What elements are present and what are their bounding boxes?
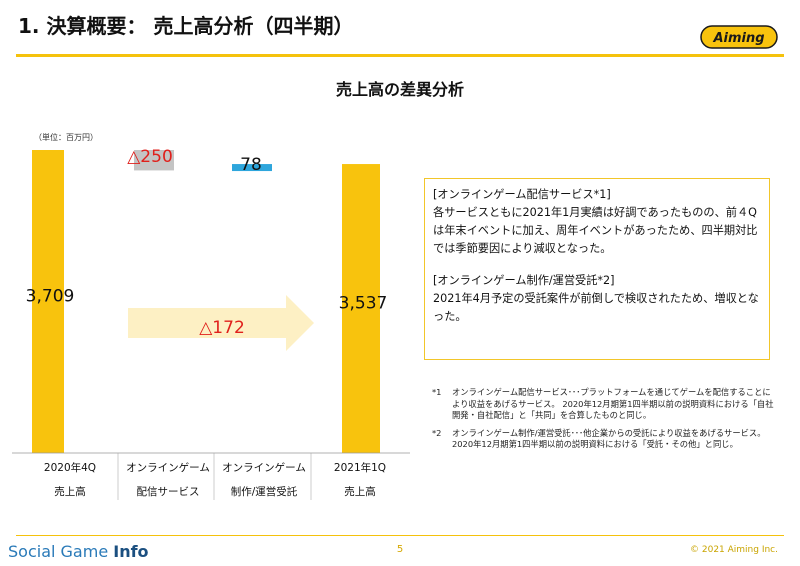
category-label-2021-1q: 2021年1Q 売上高	[333, 462, 387, 498]
chart-title: 売上高の差異分析	[335, 80, 464, 99]
value-label-contract-change: 78	[240, 155, 262, 175]
page-title: 1. 決算概要： 売上高分析（四半期）	[18, 14, 354, 38]
explanation-box: [オンラインゲーム配信サービス*1] 各サービスともに2021年1月実績は好調で…	[424, 178, 770, 360]
category-label-distribution: オンラインゲーム 配信サービス	[126, 462, 210, 498]
footnotes: *1 オンラインゲーム配信サービス･･･プラットフォームを通じてゲームを配信する…	[432, 387, 777, 457]
bar-contract-change	[232, 164, 272, 172]
change-arrow	[128, 295, 314, 351]
explanation-heading-contract: [オンラインゲーム制作/運営受託*2]	[433, 274, 615, 287]
explanation-body-contract: 2021年4月予定の受託案件が前倒しで検収されたため、増収となった。	[433, 292, 759, 323]
footer-divider	[16, 535, 784, 536]
value-label-2021-1q: 3,537	[339, 294, 388, 314]
unit-label: （単位：百万円）	[34, 133, 98, 142]
copyright: © 2021 Aiming Inc.	[690, 545, 778, 555]
footnote-1: *1 オンラインゲーム配信サービス･･･プラットフォームを通じてゲームを配信する…	[432, 387, 774, 420]
bar-2021-1q	[342, 164, 380, 454]
page-number: 5	[396, 544, 404, 555]
total-change-label: △172	[199, 318, 245, 338]
svg-text:Aiming: Aiming	[712, 31, 764, 46]
explanation-heading-distribution: [オンラインゲーム配信サービス*1]	[433, 188, 611, 201]
bar-distribution-change	[134, 150, 174, 171]
explanation-body-distribution: 各サービスともに2021年1月実績は好調であったものの、前４Qは年末イベントに加…	[433, 206, 758, 255]
footnote-2: *2 オンラインゲーム制作/運営受託･･･他企業からの受託により収益をあげるサー…	[432, 427, 766, 450]
title-divider	[16, 54, 784, 57]
bar-2020-4q	[32, 150, 64, 453]
category-label-contract: オンラインゲーム 制作/運営受託	[222, 462, 306, 498]
category-label-2020-4q: 2020年4Q 売上高	[43, 462, 97, 498]
value-label-2020-4q: 3,709	[26, 286, 75, 306]
value-label-distribution-change: △250	[127, 147, 173, 167]
brand-watermark: Social Game Info	[8, 542, 149, 561]
aiming-logo: Aiming	[700, 25, 778, 49]
